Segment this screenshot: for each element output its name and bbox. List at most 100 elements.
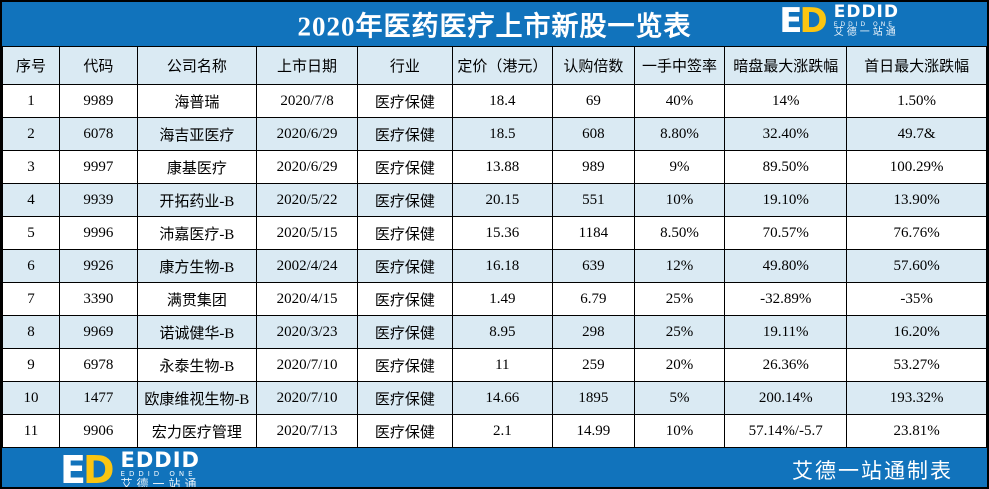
table-row: 11 9906 宏力医疗管理 2020/7/13 医疗保健 2.1 14.99 10% 57.1…	[2, 414, 987, 448]
cell-index: 3	[2, 150, 61, 184]
table-row: 9 6978 永泰生物-B 2020/7/10 医疗保健 11 259 20% 26.36% 53…	[2, 348, 987, 382]
cell-grey_market_max_change: 89.50%	[724, 150, 848, 184]
cell-grey_market_max_change: 49.80%	[724, 249, 848, 283]
cell-list_date: 2020/7/10	[255, 381, 359, 415]
column-header-code: 代码	[59, 46, 138, 85]
column-header-industry: 行业	[357, 46, 453, 85]
cell-lot_win_rate: 40%	[633, 84, 726, 118]
cell-lot_win_rate: 10%	[633, 183, 726, 217]
cell-code: 6078	[59, 117, 138, 151]
cell-price_hkd: 18.5	[451, 117, 554, 151]
column-header-subscription_multiple: 认购倍数	[552, 46, 635, 85]
cell-grey_market_max_change: -32.89%	[724, 282, 848, 316]
cell-price_hkd: 20.15	[451, 183, 554, 217]
cell-code: 9989	[59, 84, 138, 118]
cell-company: 海吉亚医疗	[136, 117, 257, 151]
ipo-table: 序号 代码 公司名称 上市日期 行业 定价（港元） 认购倍数 一手中签率 暗盘最大涨跌幅 首日最大…	[2, 46, 987, 448]
table-row: 3 9997 康基医疗 2020/6/29 医疗保健 13.88 989 9% 89.50% 10…	[2, 150, 987, 184]
cell-industry: 医疗保健	[357, 414, 453, 448]
cell-first_day_max_change: 76.76%	[846, 216, 987, 250]
cell-price_hkd: 2.1	[451, 414, 554, 448]
cell-price_hkd: 15.36	[451, 216, 554, 250]
column-header-index: 序号	[2, 46, 61, 85]
column-header-list_date: 上市日期	[255, 46, 359, 85]
cell-index: 5	[2, 216, 61, 250]
cell-grey_market_max_change: 14%	[724, 84, 848, 118]
cell-industry: 医疗保健	[357, 150, 453, 184]
cell-code: 9926	[59, 249, 138, 283]
cell-industry: 医疗保健	[357, 117, 453, 151]
cell-subscription_multiple: 69	[552, 84, 635, 118]
column-header-company: 公司名称	[136, 46, 257, 85]
cell-subscription_multiple: 989	[552, 150, 635, 184]
cell-company: 康基医疗	[136, 150, 257, 184]
cell-company: 诺诚健华-B	[136, 315, 257, 349]
cell-industry: 医疗保健	[357, 348, 453, 382]
table-row: 2 6078 海吉亚医疗 2020/6/29 医疗保健 18.5 608 8.80% 32.40…	[2, 117, 987, 151]
table-row: 6 9926 康方生物-B 2002/4/24 医疗保健 16.18 639 12% 49.80…	[2, 249, 987, 283]
cell-code: 9939	[59, 183, 138, 217]
cell-grey_market_max_change: 200.14%	[724, 381, 848, 415]
table-row: 7 3390 满贯集团 2020/4/15 医疗保健 1.49 6.79 25% -32.89%…	[2, 282, 987, 316]
column-header-lot_win_rate: 一手中签率	[633, 46, 726, 85]
cell-grey_market_max_change: 70.57%	[724, 216, 848, 250]
cell-price_hkd: 18.4	[451, 84, 554, 118]
column-header-grey_market_max_change: 暗盘最大涨跌幅	[724, 46, 848, 85]
logo-brand-name: EDDID	[833, 2, 899, 22]
cell-code: 9997	[59, 150, 138, 184]
cell-first_day_max_change: 13.90%	[846, 183, 987, 217]
cell-lot_win_rate: 8.80%	[633, 117, 726, 151]
cell-index: 6	[2, 249, 61, 283]
cell-list_date: 2020/7/10	[255, 348, 359, 382]
cell-company: 康方生物-B	[136, 249, 257, 283]
cell-industry: 医疗保健	[357, 282, 453, 316]
cell-list_date: 2020/5/15	[255, 216, 359, 250]
cell-list_date: 2020/5/22	[255, 183, 359, 217]
cell-first_day_max_change: 193.32%	[846, 381, 987, 415]
column-header-price_hkd: 定价（港元）	[451, 46, 554, 85]
cell-first_day_max_change: 49.7&	[846, 117, 987, 151]
cell-list_date: 2020/4/15	[255, 282, 359, 316]
cell-price_hkd: 14.66	[451, 381, 554, 415]
cell-company: 海普瑞	[136, 84, 257, 118]
cell-lot_win_rate: 25%	[633, 282, 726, 316]
cell-grey_market_max_change: 26.36%	[724, 348, 848, 382]
cell-industry: 医疗保健	[357, 84, 453, 118]
cell-first_day_max_change: 16.20%	[846, 315, 987, 349]
cell-lot_win_rate: 12%	[633, 249, 726, 283]
cell-list_date: 2020/7/8	[255, 84, 359, 118]
table-row: 8 9969 诺诚健华-B 2020/3/23 医疗保健 8.95 298 25% 19.11%…	[2, 315, 987, 349]
logo-brand-cn: 艾德一站通	[833, 27, 899, 39]
cell-industry: 医疗保健	[357, 315, 453, 349]
cell-code: 6978	[59, 348, 138, 382]
cell-subscription_multiple: 1184	[552, 216, 635, 250]
logo-brand-sub: EDDID ONE	[833, 20, 896, 28]
cell-industry: 医疗保健	[357, 249, 453, 283]
cell-lot_win_rate: 9%	[633, 150, 726, 184]
cell-subscription_multiple: 1895	[552, 381, 635, 415]
cell-index: 11	[2, 414, 61, 448]
cell-lot_win_rate: 8.50%	[633, 216, 726, 250]
table-row: 1 9989 海普瑞 2020/7/8 医疗保健 18.4 69 40% 14% 1.50%	[2, 84, 987, 118]
column-header-first_day_max_change: 首日最大涨跌幅	[846, 46, 987, 85]
cell-price_hkd: 8.95	[451, 315, 554, 349]
cell-index: 2	[2, 117, 61, 151]
cell-first_day_max_change: 53.27%	[846, 348, 987, 382]
cell-list_date: 2020/3/23	[255, 315, 359, 349]
logo-brand-cn: 艾德一站通	[120, 477, 201, 489]
table-container: 序号 代码 公司名称 上市日期 行业 定价（港元） 认购倍数 一手中签率 暗盘最大涨跌幅 首日最大…	[2, 46, 987, 448]
page-title: 2020年医药医疗上市新股一览表	[297, 11, 692, 42]
table-row: 4 9939 开拓药业-B 2020/5/22 医疗保健 20.15 551 10% 19.10…	[2, 183, 987, 217]
cell-index: 4	[2, 183, 61, 217]
cell-subscription_multiple: 608	[552, 117, 635, 151]
cell-index: 7	[2, 282, 61, 316]
logo-brand-sub: EDDID ONE	[120, 470, 197, 479]
cell-industry: 医疗保健	[357, 216, 453, 250]
